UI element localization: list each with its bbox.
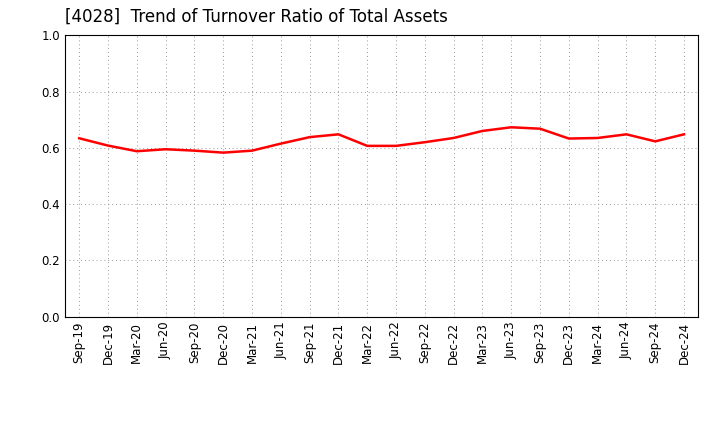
Text: [4028]  Trend of Turnover Ratio of Total Assets: [4028] Trend of Turnover Ratio of Total … <box>65 7 448 26</box>
